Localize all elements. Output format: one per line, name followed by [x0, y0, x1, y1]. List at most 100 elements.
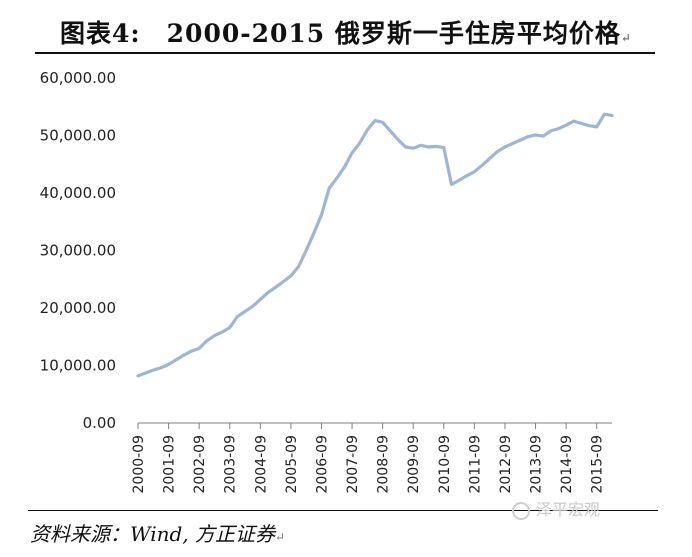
- data-point: [358, 141, 361, 145]
- data-point: [228, 326, 231, 329]
- data-point: [350, 151, 354, 154]
- y-tick-label: 40,000.00: [40, 184, 116, 202]
- data-point: [442, 146, 445, 149]
- data-point: [587, 124, 591, 127]
- data-point: [327, 187, 331, 190]
- data-point: [473, 170, 476, 173]
- y-tick-label: 50,000.00: [40, 127, 116, 145]
- chart-title-text: 图表4: 2000-2015 俄罗斯一手住房平均价格: [60, 19, 621, 48]
- data-point: [312, 232, 315, 235]
- data-point: [144, 371, 147, 375]
- data-point: [259, 298, 262, 301]
- x-tick-label: 2000-09: [131, 435, 147, 494]
- data-point: [457, 179, 461, 182]
- y-tick-label: 60,000.00: [40, 69, 116, 87]
- data-point: [305, 249, 308, 252]
- data-point: [243, 310, 247, 313]
- x-tick-label: 2012-09: [498, 435, 514, 494]
- data-point: [205, 339, 208, 342]
- data-point: [396, 138, 400, 141]
- x-tick-label: 2003-09: [223, 435, 239, 494]
- data-point: [511, 142, 514, 145]
- data-point: [136, 374, 140, 378]
- paragraph-mark-icon: ↵: [275, 530, 286, 544]
- data-point: [427, 145, 430, 149]
- y-tick-label: 30,000.00: [40, 242, 116, 260]
- data-point: [251, 305, 254, 308]
- y-tick-label: 0.00: [83, 414, 116, 432]
- data-point: [167, 363, 170, 366]
- data-point: [419, 144, 423, 147]
- data-point: [580, 122, 583, 125]
- data-point: [404, 145, 407, 149]
- x-tick-label: 2007-09: [345, 435, 361, 494]
- x-tick-label: 2008-09: [376, 435, 392, 494]
- data-point: [274, 286, 277, 289]
- x-tick-label: 2014-09: [559, 435, 575, 494]
- source-text: 资料来源：Wind, 方正证券: [30, 522, 275, 546]
- data-point: [603, 113, 606, 116]
- data-point: [182, 353, 186, 357]
- data-point: [564, 124, 568, 127]
- x-tick-label: 2001-09: [162, 435, 178, 494]
- x-tick-label: 2010-09: [437, 435, 453, 494]
- data-point: [366, 128, 369, 131]
- data-point: [343, 165, 346, 169]
- title-rule: [35, 52, 655, 54]
- data-point: [198, 347, 201, 350]
- x-tick-label: 2013-09: [529, 435, 545, 494]
- series-layer: [136, 112, 614, 378]
- y-tick-label: 20,000.00: [40, 299, 116, 317]
- paragraph-mark-icon: ↵: [620, 31, 632, 45]
- data-point: [381, 121, 384, 124]
- data-point: [572, 119, 575, 123]
- data-point: [320, 213, 323, 216]
- data-point: [159, 366, 163, 369]
- data-point: [266, 291, 270, 294]
- footer-rule: [28, 510, 658, 511]
- data-point: [335, 176, 338, 180]
- data-point: [610, 114, 614, 117]
- data-point: [542, 134, 545, 138]
- data-point: [236, 315, 239, 318]
- data-point: [190, 349, 193, 353]
- data-point: [519, 138, 522, 142]
- wechat-icon: [512, 501, 530, 520]
- data-point: [152, 368, 155, 372]
- series-line: [136, 112, 614, 378]
- data-point: [480, 164, 484, 167]
- y-axis: 0.00 10,000.00 20,000.00 30,000.00 40,000.00…: [40, 69, 116, 432]
- source-note: 资料来源：Wind, 方正证券↵: [30, 518, 285, 547]
- x-tick-label: 2015-09: [590, 435, 606, 494]
- x-tick-label: 2002-09: [192, 435, 208, 494]
- x-tick-label: 2006-09: [314, 435, 330, 494]
- x-axis: 2000-09 2001-09 2002-09 2003-09 2004-09 2005-…: [131, 422, 612, 494]
- data-point: [389, 129, 392, 133]
- x-tick-label: 2004-09: [253, 435, 269, 494]
- data-point: [534, 133, 537, 137]
- y-tick-label: 10,000.00: [40, 357, 116, 375]
- data-point: [503, 145, 507, 149]
- data-point: [595, 125, 598, 129]
- data-point: [450, 183, 453, 186]
- data-point: [526, 135, 530, 138]
- data-point: [220, 330, 224, 334]
- data-point: [435, 145, 438, 148]
- data-point: [297, 265, 300, 268]
- data-point: [496, 150, 499, 153]
- chart-title: 图表4: 2000-2015 俄罗斯一手住房平均价格↵: [0, 14, 692, 50]
- data-point: [412, 147, 415, 150]
- data-point: [557, 127, 560, 130]
- data-point: [373, 119, 377, 122]
- data-point: [289, 274, 293, 277]
- data-point: [488, 157, 491, 160]
- x-tick-label: 2011-09: [467, 435, 483, 494]
- x-tick-label: 2009-09: [406, 435, 422, 494]
- watermark-text: 泽平宏观: [536, 500, 601, 519]
- data-point: [465, 174, 468, 177]
- watermark: 泽平宏观: [512, 496, 600, 520]
- data-point: [282, 280, 285, 283]
- data-point: [175, 358, 178, 361]
- data-point: [213, 334, 216, 337]
